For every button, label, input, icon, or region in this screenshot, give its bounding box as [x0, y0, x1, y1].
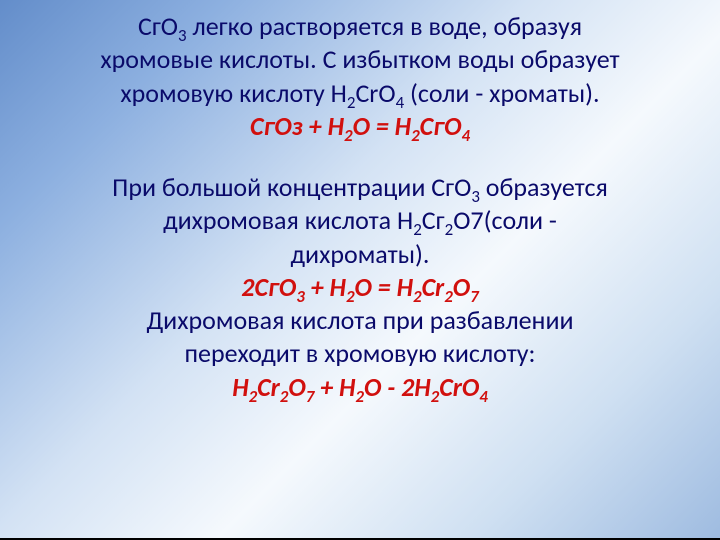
eq-text: СгОз + Н — [250, 110, 344, 142]
eq-text: СгО — [420, 110, 462, 142]
text: легко растворяется в воде, образуя — [187, 10, 582, 42]
subscript: 2 — [431, 386, 440, 407]
text: дихроматы). — [291, 238, 430, 270]
eq-text: Н — [232, 371, 248, 403]
text: CrO — [355, 77, 395, 109]
subscript: 4 — [479, 386, 488, 407]
paragraph-2: При большой концентрации СгО3 образуется… — [18, 171, 702, 271]
subscript: 2 — [355, 386, 364, 407]
text: (соли - хроматы). — [404, 77, 599, 109]
equation-3: Н2Сr2О7 + Н2О - 2Н2СrО4 — [18, 371, 702, 404]
subscript: 4 — [461, 125, 470, 146]
eq-text: 2СгО — [241, 271, 296, 303]
subscript: 2 — [445, 220, 454, 241]
text: При большой концентрации СгО — [112, 171, 471, 203]
text: хромовую кислоту Н — [120, 77, 346, 109]
eq-text: Сr — [422, 271, 445, 303]
text: хромовые кислоты. С избытком воды образу… — [100, 43, 619, 75]
paragraph-1: СгО3 легко растворяется в воде, образуя … — [18, 10, 702, 110]
eq-text: О = Н — [355, 271, 414, 303]
subscript: 2 — [344, 125, 353, 146]
eq-text: О — [288, 371, 305, 403]
eq-text: О - 2Н — [364, 371, 431, 403]
text: Дихромовая кислота при разбавлении — [146, 304, 573, 336]
eq-text: СrО — [439, 371, 479, 403]
eq-text: Сr — [257, 371, 280, 403]
eq-text: + Н — [305, 271, 346, 303]
equation-1: СгОз + Н2О = Н2СгО4 — [18, 110, 702, 143]
subscript: 2 — [249, 386, 258, 407]
text: Сг — [422, 204, 445, 236]
slide-content: СгО3 легко растворяется в воде, образуя … — [0, 0, 720, 404]
eq-text: О = Н — [353, 110, 412, 142]
eq-text: О — [453, 271, 470, 303]
text: СгО — [138, 10, 178, 42]
equation-2: 2СгО3 + Н2О = Н2Сr2О7 — [18, 271, 702, 304]
paragraph-3: Дихромовая кислота при разбавлении перех… — [18, 304, 702, 371]
text: образуется — [480, 171, 608, 203]
subscript: 2 — [411, 125, 420, 146]
text: О7(соли - — [453, 204, 557, 236]
spacer — [18, 143, 702, 171]
text: дихромовая кислота Н — [163, 204, 413, 236]
eq-text: + Н — [314, 371, 355, 403]
text: переходит в хромовую кислоту: — [185, 337, 536, 369]
